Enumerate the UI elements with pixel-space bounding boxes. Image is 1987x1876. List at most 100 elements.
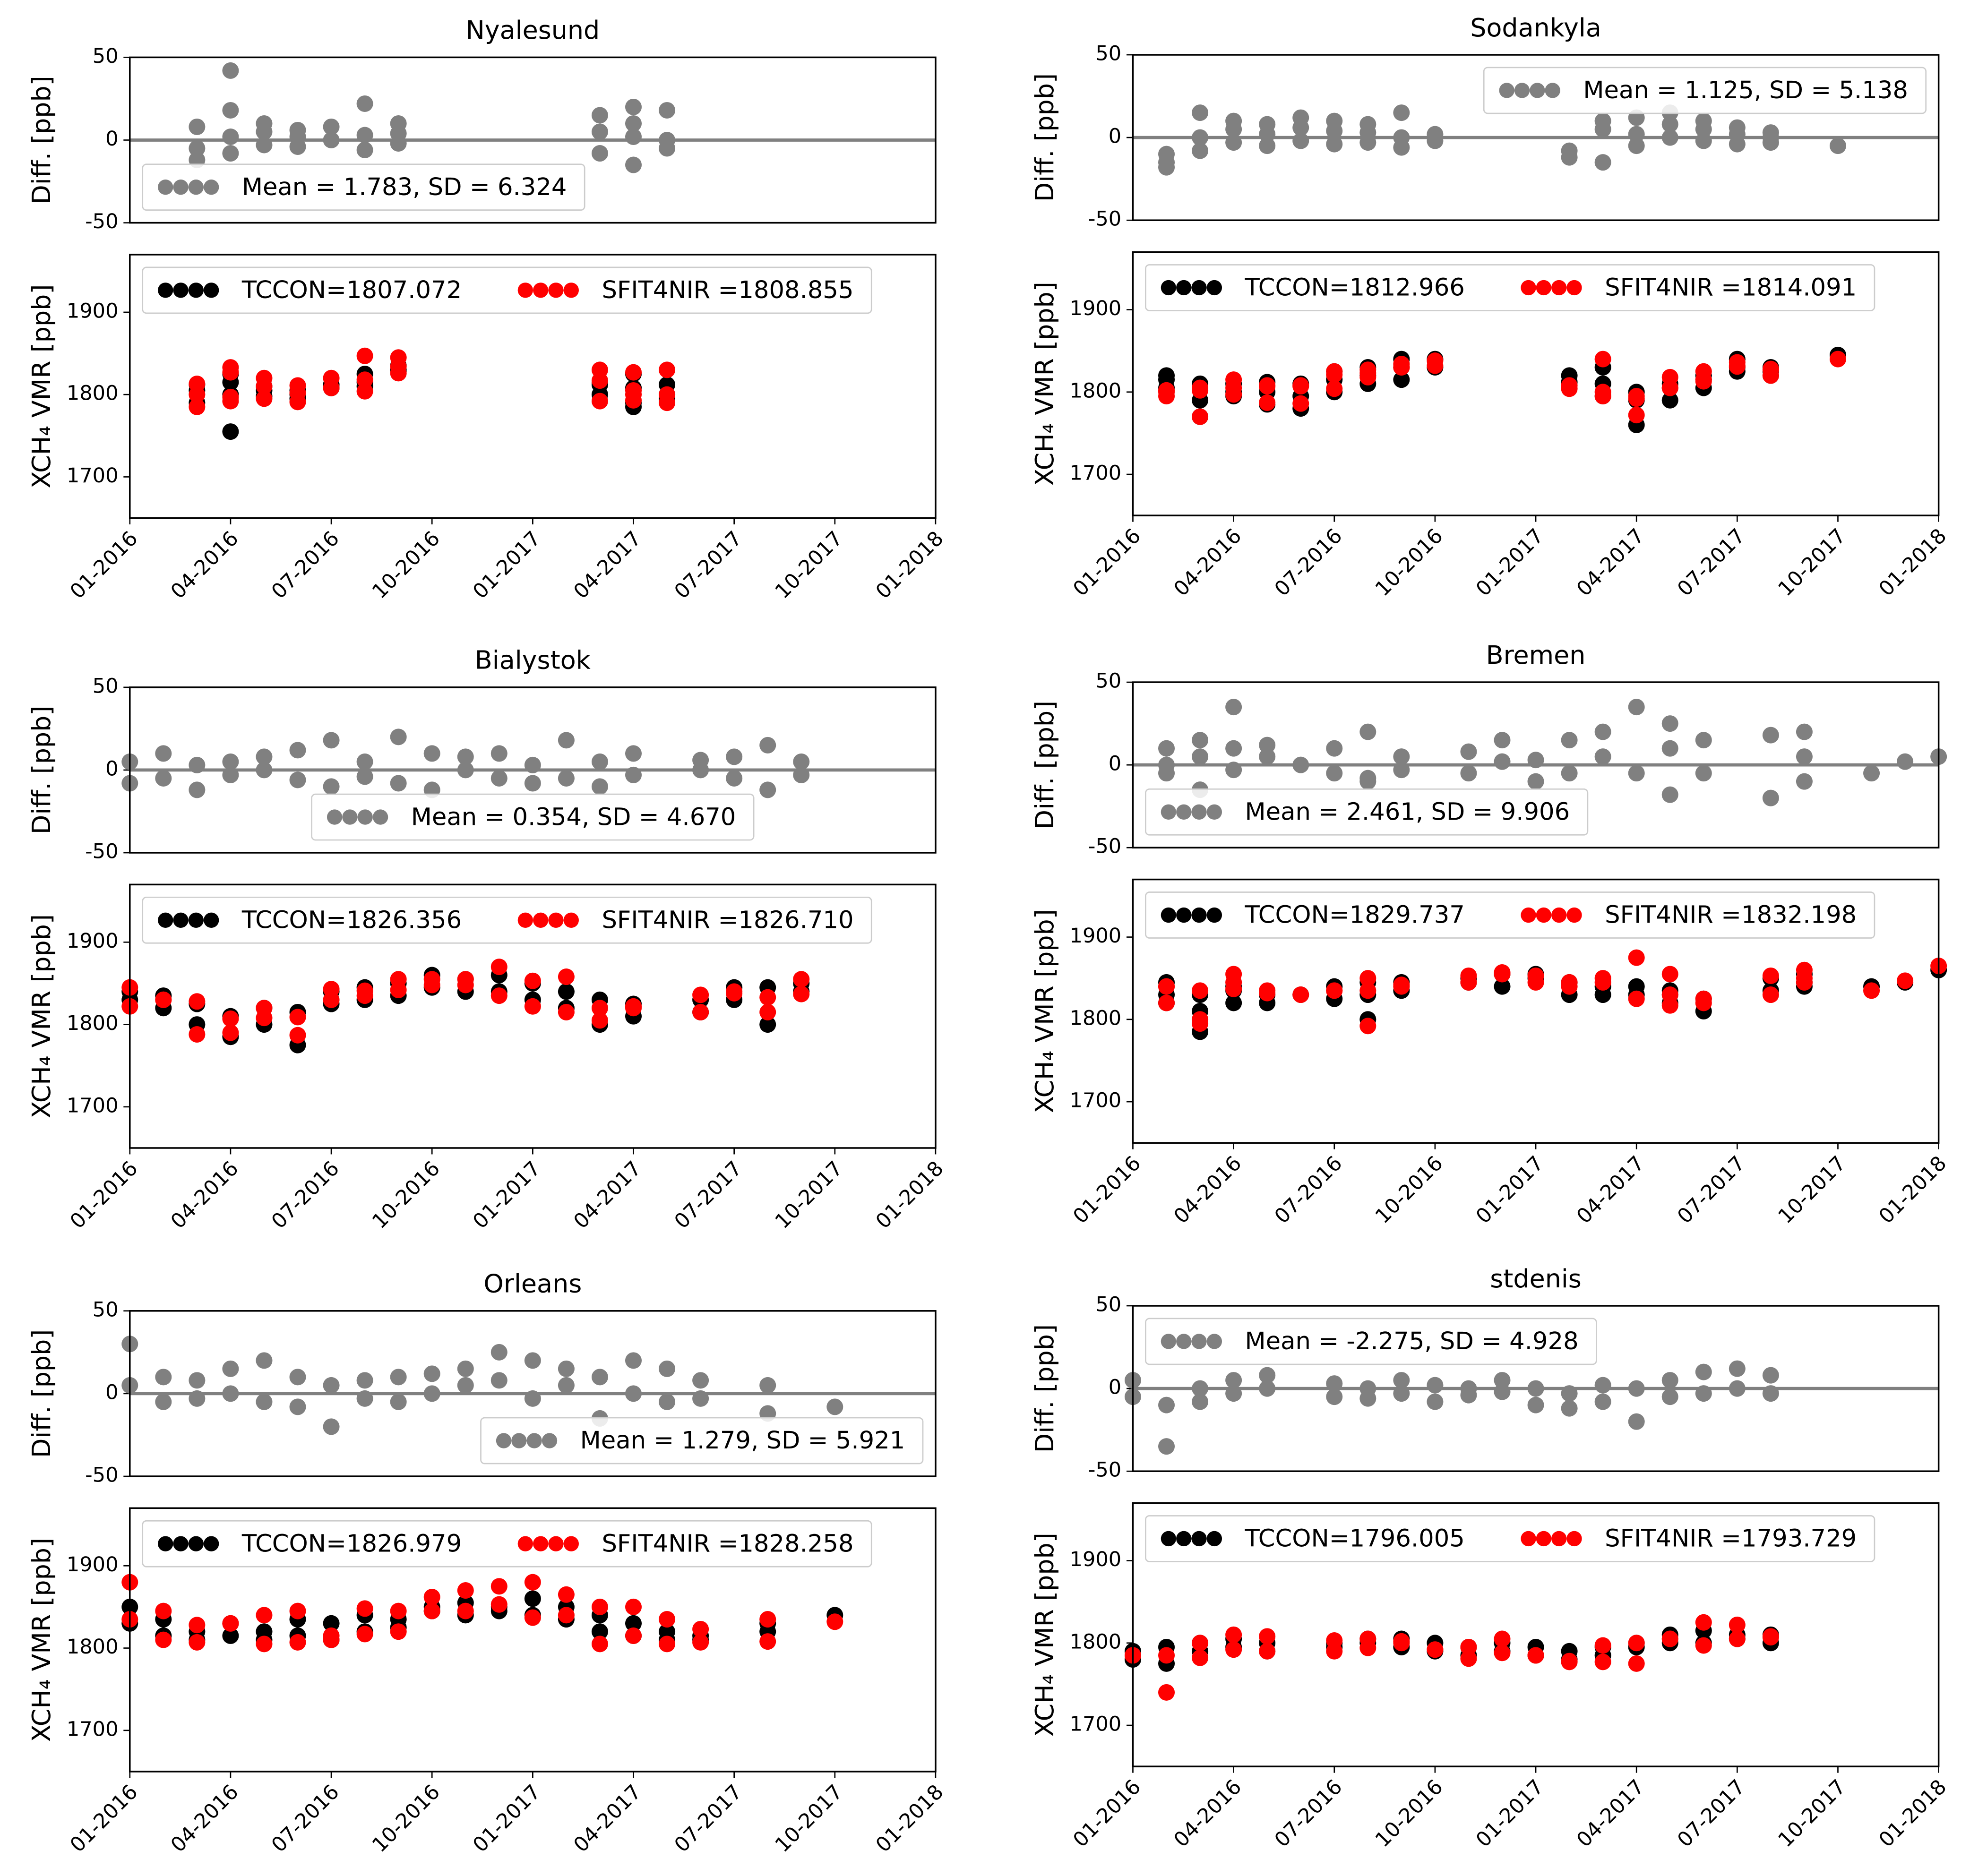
legend-box — [142, 163, 585, 211]
data-point — [1359, 970, 1376, 987]
data-point — [1695, 765, 1712, 782]
data-point — [323, 1377, 340, 1394]
panel-title: stdenis — [1490, 1264, 1582, 1293]
data-point — [423, 1385, 440, 1402]
legend-marker — [204, 283, 219, 298]
x-tick-label: 10-2016 — [368, 527, 445, 604]
data-point — [1695, 121, 1712, 138]
x-tick-label: 10-2017 — [771, 527, 848, 604]
data-point — [423, 1365, 440, 1382]
x-tick-label: 07-2017 — [670, 1156, 747, 1234]
data-point — [1326, 740, 1343, 757]
data-point — [591, 145, 608, 162]
legend-box — [1145, 1318, 1597, 1365]
data-point — [558, 968, 575, 985]
x-tick-label: 07-2016 — [267, 1156, 344, 1234]
data-point — [1527, 1380, 1544, 1397]
data-point — [1628, 765, 1645, 782]
y-tick-label: 0 — [1109, 125, 1121, 148]
x-tick-label: 01-2017 — [468, 1156, 545, 1234]
data-point — [1158, 740, 1175, 757]
data-point — [793, 753, 810, 770]
data-point — [1661, 1372, 1678, 1389]
data-point — [189, 1390, 206, 1407]
data-point — [1594, 986, 1611, 1003]
data-point — [591, 1369, 608, 1386]
data-point — [222, 1627, 239, 1644]
data-point — [356, 95, 373, 112]
legend-marker — [188, 283, 204, 298]
data-point — [1561, 1653, 1578, 1670]
data-point — [1192, 1649, 1209, 1666]
data-point — [356, 1600, 373, 1617]
data-point — [1661, 1630, 1678, 1647]
legend: Mean = 1.783, SD = 6.324 — [142, 163, 585, 211]
legend-marker — [204, 912, 219, 928]
data-point — [1292, 109, 1309, 126]
y-tick-label: 1800 — [1070, 379, 1122, 403]
data-point — [759, 1611, 776, 1628]
data-point — [1762, 360, 1779, 377]
x-tick-label: 04-2017 — [1572, 1151, 1649, 1228]
legend-box — [311, 793, 755, 841]
legend-marker — [526, 1433, 542, 1448]
legend-marker — [1551, 280, 1567, 296]
legend-marker — [511, 1433, 527, 1448]
data-point — [1292, 377, 1309, 394]
data-point — [1393, 371, 1410, 388]
data-point — [1225, 699, 1242, 716]
data-point — [323, 118, 340, 135]
y-tick-label: 1800 — [67, 1635, 119, 1659]
data-point — [1628, 137, 1645, 154]
data-point — [1561, 732, 1578, 749]
data-point — [1192, 1635, 1209, 1652]
data-point — [1326, 380, 1343, 397]
data-point — [1628, 126, 1645, 143]
data-point — [1259, 378, 1276, 395]
legend: TCCON=1796.005 SFIT4NIR =1793.729 — [1145, 1515, 1875, 1562]
data-point — [524, 1390, 541, 1407]
data-point — [1594, 1377, 1611, 1394]
legend-marker — [173, 283, 189, 298]
data-point — [759, 1377, 776, 1394]
legend-marker — [1521, 907, 1536, 923]
x-tick-label: 04-2016 — [166, 1780, 243, 1857]
data-point — [189, 781, 206, 798]
legend-label: Mean = 0.354, SD = 4.670 — [411, 803, 736, 831]
data-point — [1427, 352, 1444, 369]
data-point — [289, 1398, 306, 1415]
data-point — [155, 770, 172, 787]
legend-box — [1483, 67, 1927, 114]
data-point — [826, 1613, 843, 1630]
x-tick-label: 10-2016 — [368, 1780, 445, 1857]
legend-marker — [1536, 907, 1552, 923]
legend-marker — [563, 912, 579, 928]
legend-label: TCCON=1826.356 — [241, 906, 462, 934]
data-point — [726, 748, 743, 765]
data-point — [1326, 765, 1343, 782]
data-point — [1259, 137, 1276, 154]
x-tick-label: 04-2016 — [166, 1156, 243, 1234]
data-point — [323, 732, 340, 749]
data-point — [289, 121, 306, 138]
legend: Mean = 1.125, SD = 5.138 — [1483, 67, 1927, 114]
data-point — [490, 1596, 508, 1613]
legend-marker — [342, 809, 358, 825]
legend-label: TCCON=1812.966 — [1245, 274, 1465, 302]
data-point — [1594, 970, 1611, 987]
legend-marker — [548, 1536, 564, 1551]
legend-label: TCCON=1829.737 — [1245, 901, 1465, 929]
data-point — [390, 1602, 407, 1619]
data-point — [1863, 982, 1880, 999]
data-point — [1158, 756, 1175, 773]
data-point — [189, 1026, 206, 1043]
data-point — [289, 377, 306, 394]
data-point — [524, 1352, 541, 1369]
data-point — [726, 983, 743, 1000]
data-point — [189, 756, 206, 773]
legend-box — [1145, 1515, 1875, 1562]
data-point — [390, 125, 407, 142]
data-point — [390, 728, 407, 745]
data-point — [558, 732, 575, 749]
